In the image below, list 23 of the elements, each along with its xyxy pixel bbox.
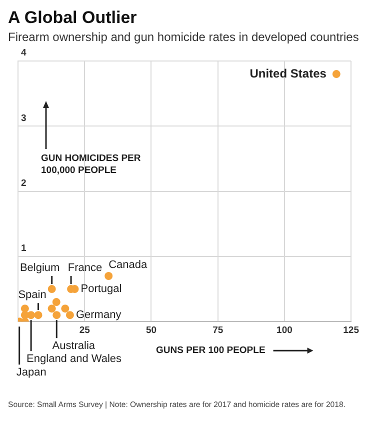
annotation: Spain	[18, 289, 46, 302]
chart-title: A Global Outlier	[8, 8, 138, 28]
annotation: Germany	[76, 309, 122, 322]
y-axis-title: GUN HOMICIDES PER 100,000 PEOPLE	[41, 153, 141, 176]
x-tick-label: 25	[79, 324, 91, 336]
x-tick-label: 50	[146, 324, 157, 336]
annotation: France	[68, 262, 102, 274]
annotation: England and Wales	[26, 353, 122, 366]
x-tick-label: 75	[212, 324, 224, 336]
annotation: United States	[250, 66, 327, 80]
annotation: Belgium	[20, 262, 60, 274]
annotation: Portugal	[80, 283, 122, 296]
annotation: Canada	[108, 259, 148, 272]
x-tick-label: 100	[276, 324, 292, 336]
y-tick-label: 3	[21, 112, 26, 124]
chart-subtitle: Firearm ownership and gun homicide rates in developed countries	[8, 29, 360, 45]
x-axis-title: GUNS PER 100 PEOPLE	[156, 345, 266, 356]
y-tick-label: 4	[21, 48, 27, 59]
y-tick-label: 2	[21, 178, 26, 189]
annotation: Australia	[52, 340, 96, 352]
annotation: Japan	[16, 366, 46, 379]
y-tick-label: 1	[21, 243, 27, 254]
x-tick-label: 125	[343, 324, 360, 336]
